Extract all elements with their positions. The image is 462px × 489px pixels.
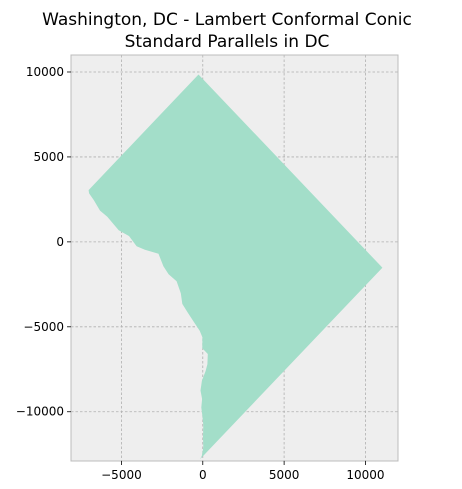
- map-title-line1: Washington, DC - Lambert Conformal Conic: [42, 10, 412, 30]
- x-tick-label: −5000: [101, 468, 142, 482]
- x-axis: −5000 0 5000 10000: [101, 461, 385, 482]
- plot-frame: [70, 54, 399, 462]
- x-tick-label: 5000: [269, 468, 300, 482]
- x-tick-label: 10000: [346, 468, 384, 482]
- dc-boundary-polygon: [88, 74, 383, 460]
- y-tick-label: −10000: [16, 405, 64, 419]
- y-tick-label: 0: [56, 235, 64, 249]
- y-axis: 10000 5000 0 −5000 −10000: [16, 65, 71, 419]
- map-title-line2: Standard Parallels in DC: [125, 32, 330, 52]
- y-tick-label: 10000: [26, 65, 64, 79]
- x-tick-label: 0: [199, 468, 207, 482]
- y-tick-label: 5000: [33, 150, 64, 164]
- y-tick-label: −5000: [23, 320, 64, 334]
